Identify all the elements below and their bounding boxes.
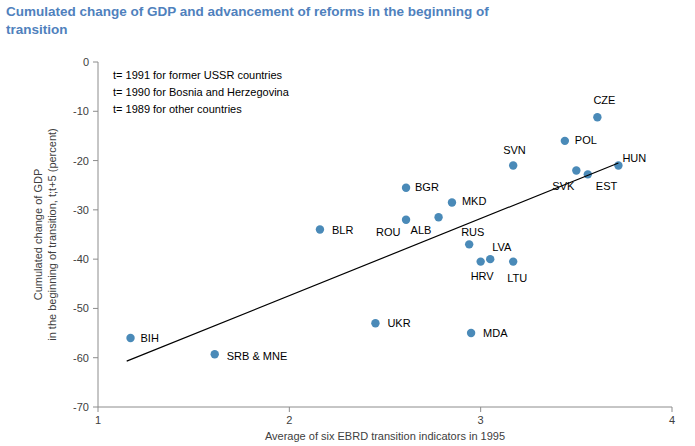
point bbox=[402, 216, 410, 224]
y-tick-label: 0 bbox=[83, 56, 89, 68]
point-label: LVA bbox=[492, 241, 512, 253]
y-tick-label: -10 bbox=[73, 105, 89, 117]
point bbox=[467, 329, 475, 337]
point bbox=[561, 137, 569, 145]
y-tick bbox=[93, 308, 98, 309]
point bbox=[402, 183, 410, 191]
point-label: EST bbox=[596, 180, 618, 192]
point-labels: BIH SRB & MNE BLR UKR BGR ROU ALB MKD RUS HRV LVA L… bbox=[141, 94, 647, 362]
point-label: SRB & MNE bbox=[227, 350, 288, 362]
point-label: HRV bbox=[471, 270, 495, 282]
annotation: t= 1990 for Bosnia and Herzegovina bbox=[113, 86, 290, 98]
point-label: ALB bbox=[411, 224, 432, 236]
point bbox=[509, 161, 517, 169]
point bbox=[465, 240, 473, 248]
point bbox=[211, 350, 219, 358]
point-label: POL bbox=[575, 134, 597, 146]
y-tick-label: -30 bbox=[73, 204, 89, 216]
y-tick bbox=[93, 62, 98, 63]
x-tick-label: 1 bbox=[95, 414, 101, 426]
point bbox=[316, 225, 324, 233]
y-tick bbox=[93, 160, 98, 161]
point-label: BLR bbox=[332, 224, 353, 236]
point-label: BGR bbox=[415, 181, 439, 193]
y-tick bbox=[93, 357, 98, 358]
point-label: BIH bbox=[141, 332, 159, 344]
point-label: MDA bbox=[483, 327, 508, 339]
point bbox=[476, 257, 484, 265]
x-tick bbox=[98, 407, 99, 412]
point-label: SVK bbox=[552, 180, 575, 192]
title: transition bbox=[6, 22, 68, 37]
point bbox=[486, 255, 494, 263]
annotation: t= 1989 for other countries bbox=[113, 103, 242, 115]
point bbox=[509, 257, 517, 265]
x-tick-label: 2 bbox=[286, 414, 292, 426]
point-label: MKD bbox=[462, 195, 487, 207]
x-tick bbox=[289, 407, 290, 412]
x-tick bbox=[672, 407, 673, 412]
point bbox=[371, 319, 379, 327]
y-tick-label: -70 bbox=[73, 401, 89, 413]
annotation: t= 1991 for former USSR countries bbox=[113, 69, 283, 81]
point bbox=[572, 166, 580, 174]
y-axis-label: in the beginning of transition, t;t+5 (p… bbox=[46, 128, 58, 341]
y-tick bbox=[93, 259, 98, 260]
point bbox=[593, 113, 601, 121]
chart: Cumulated change of GDP and advancement … bbox=[0, 0, 695, 446]
point-label: UKR bbox=[387, 317, 410, 329]
point bbox=[126, 334, 134, 342]
y-tick bbox=[93, 407, 98, 408]
point-label: HUN bbox=[622, 152, 646, 164]
plot-area bbox=[126, 113, 622, 361]
y-axis-label: Cumulated change of GDP bbox=[32, 169, 44, 300]
point bbox=[448, 198, 456, 206]
x-axis-line bbox=[98, 407, 672, 408]
x-tick bbox=[480, 407, 481, 412]
point-label: ROU bbox=[376, 226, 401, 238]
title: Cumulated change of GDP and advancement … bbox=[6, 4, 489, 19]
x-axis-label: Average of six EBRD transition indicator… bbox=[265, 430, 505, 442]
point-label: LTU bbox=[507, 272, 527, 284]
y-tick-label: -40 bbox=[73, 253, 89, 265]
point-label: SVN bbox=[503, 144, 526, 156]
point bbox=[434, 213, 442, 221]
x-tick-label: 4 bbox=[669, 414, 675, 426]
y-tick-label: -60 bbox=[73, 352, 89, 364]
point-label: RUS bbox=[461, 226, 484, 238]
point bbox=[614, 161, 622, 169]
x-tick-label: 3 bbox=[478, 414, 484, 426]
y-tick-label: -50 bbox=[73, 302, 89, 314]
y-tick bbox=[93, 209, 98, 210]
trend-line bbox=[127, 163, 619, 361]
y-axis-line bbox=[98, 62, 99, 407]
y-tick bbox=[93, 111, 98, 112]
point-label: CZE bbox=[593, 94, 615, 106]
y-tick-label: -20 bbox=[73, 155, 89, 167]
